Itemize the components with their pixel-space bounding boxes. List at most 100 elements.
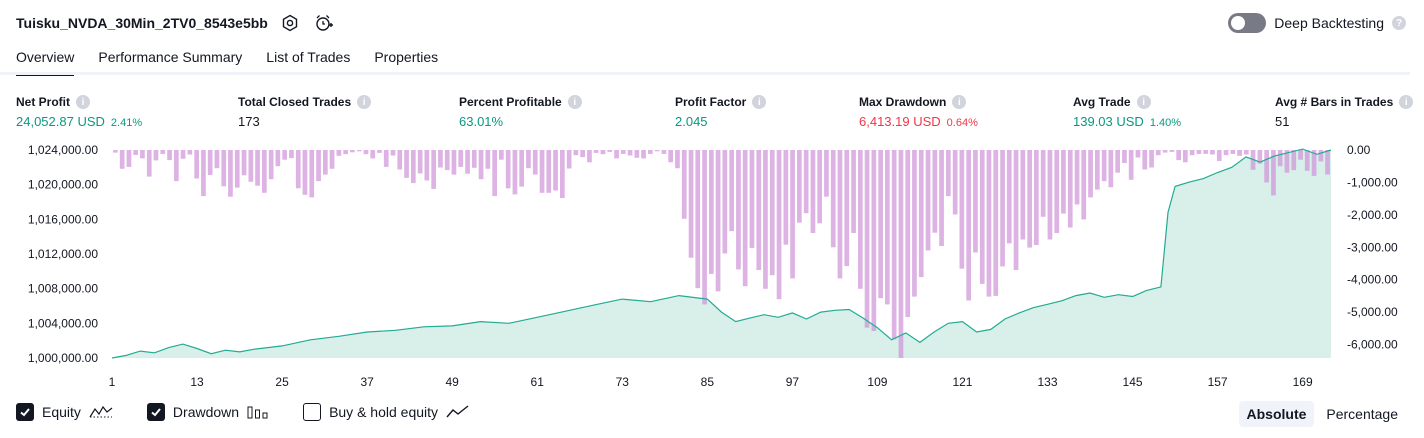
legend-drawdown[interactable]: Drawdown [146,403,269,421]
left-axis-tick-label: 1,004,000.00 [28,316,98,330]
drawdown-bar [1128,150,1134,180]
legend-buy-hold[interactable]: Buy & hold equity [303,403,470,421]
gear-icon[interactable] [279,12,301,34]
drawdown-bar [485,150,491,169]
equity-checkbox[interactable] [16,403,34,421]
drawdown-bar [1149,150,1154,168]
drawdown-bar [262,150,267,193]
drawdown-bar [1257,150,1263,164]
drawdown-bar [573,150,579,156]
drawdown-bar [295,150,301,189]
drawdown-bar [492,150,497,197]
drawdown-bar [905,150,911,317]
drawdown-bar [1216,150,1222,161]
drawdown-bar [1047,150,1053,240]
x-axis-tick-label: 49 [446,375,460,388]
right-axis-tick-label: -4,000.00 [1347,273,1398,287]
drawdown-bar [756,150,762,270]
legend-equity[interactable]: Equity [16,403,113,421]
drawdown-bar [323,150,328,175]
drawdown-bar [1318,150,1324,162]
drawdown-bar [221,150,227,187]
metric-percent: 2.41% [110,117,143,129]
drawdown-bar [715,150,721,292]
drawdown-bars-icon [247,406,268,419]
drawdown-bar [830,150,836,248]
strategy-name[interactable]: Tuisku_NVDA_30Min_2TV0_8543e5bb [16,15,268,31]
info-icon[interactable]: i [357,95,372,109]
info-icon[interactable]: i [76,95,90,109]
tab-performance-summary[interactable]: Performance Summary [98,49,243,65]
left-axis: 1,000,000.00 1,004,000.00 1,008,000.00 1,01… [28,143,98,365]
drawdown-bar [776,150,782,300]
drawdown-bar [370,150,376,159]
equity-drawdown-chart[interactable]: 1,000,000.00 1,004,000.00 1,008,000.00 1,01… [0,140,1424,388]
drawdown-bar [289,150,294,159]
drawdown-bar [526,150,531,169]
drawdown-bar [580,150,585,158]
drawdown-bar [1081,150,1087,220]
drawdown-bar [824,150,829,197]
percentage-mode-button[interactable]: Percentage [1326,406,1398,422]
drawdown-bar [932,150,938,233]
add-alert-icon[interactable] [313,12,335,34]
drawdown-bar [722,150,728,254]
drawdown-bar [1203,150,1208,154]
x-axis-tick-label: 133 [1037,375,1057,388]
metric-label: Max Drawdown [859,95,947,109]
drawdown-bar [329,150,335,169]
drawdown-bar [343,150,348,155]
drawdown-bar [620,150,626,154]
drawdown-bar [1027,150,1032,248]
drawdown-bar [444,150,450,171]
metric-value: 2.045 [675,114,708,129]
x-axis-tick-label: 13 [190,375,204,388]
info-icon[interactable]: i [1136,95,1151,109]
drawdown-bar [810,150,816,233]
tab-list-of-trades[interactable]: List of Trades [266,49,351,65]
drawdown-bar [939,150,944,246]
drawdown-bar [959,150,965,269]
drawdown-bar [302,150,308,195]
drawdown-bar [532,150,538,175]
drawdown-bar [1325,150,1330,175]
drawdown-bar [1244,150,1249,155]
drawdown-bar [519,150,524,187]
metric-label: Percent Profitable [459,95,562,109]
drawdown-bar [167,150,172,161]
metric-value: 139.03 USD [1073,114,1144,129]
metric-total-closed-trades: Total Closed Trades i 173 [238,94,372,129]
drawdown-bar [648,150,653,154]
info-icon[interactable]: i [752,95,767,109]
drawdown-bar [1067,150,1073,228]
drawdown-bar [797,150,802,223]
left-axis-tick-label: 1,024,000.00 [28,143,98,157]
info-icon[interactable]: i [952,95,967,109]
drawdown-bar [1223,150,1229,156]
drawdown-checkbox[interactable] [146,403,165,421]
drawdown-bar [695,150,701,289]
drawdown-bar [1230,150,1236,154]
drawdown-bar [1189,150,1195,156]
info-icon[interactable]: i [567,95,582,109]
tab-properties[interactable]: Properties [374,49,439,65]
metric-value: 6,413.19 USD [859,114,941,129]
value-mode-switch: Absolute Percentage [1238,401,1407,427]
absolute-mode-button[interactable]: Absolute [1238,401,1315,427]
drawdown-bar [268,150,274,180]
deep-backtesting-toggle[interactable] [1228,13,1267,33]
drawdown-bar [1196,150,1202,154]
drawdown-bar [851,150,856,233]
right-axis-tick-label: -3,000.00 [1347,240,1398,254]
info-icon[interactable]: i [1399,95,1414,109]
tab-overview[interactable]: Overview [16,48,75,76]
drawdown-bar [661,150,667,154]
drawdown-bar [878,150,883,299]
drawdown-bar [383,150,389,167]
drawdown-bar [1006,150,1012,244]
drawdown-bar [553,150,558,191]
drawdown-bar [404,150,409,178]
drawdown-bar [282,150,287,160]
buy-hold-checkbox[interactable] [303,403,322,421]
help-icon[interactable]: ? [1392,16,1406,30]
